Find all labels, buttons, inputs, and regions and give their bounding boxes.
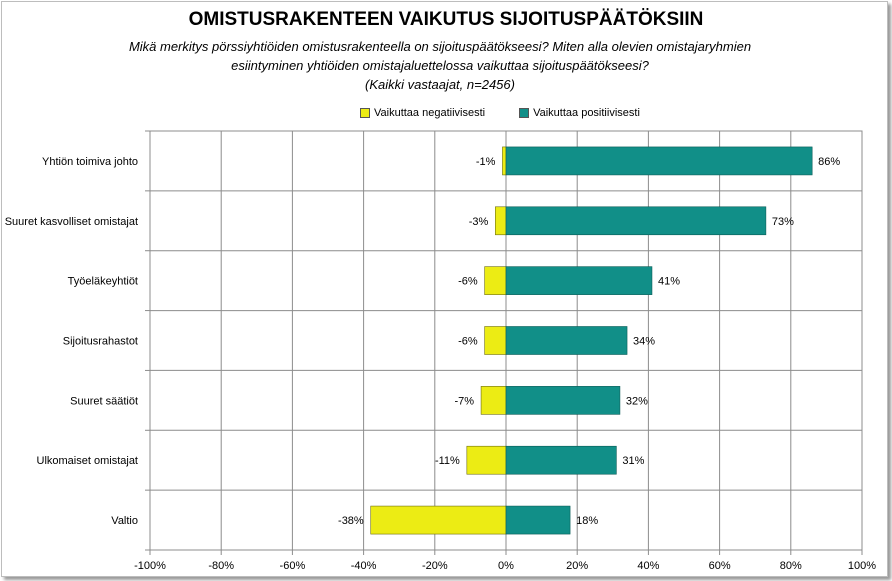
legend-label: Vaikuttaa positiivisesti bbox=[533, 107, 640, 119]
x-tick-label: -80% bbox=[208, 560, 234, 572]
bar-negative bbox=[495, 206, 507, 236]
chart-title: OMISTUSRAKENTEEN VAIKUTUS SIJOITUSPÄÄTÖK… bbox=[188, 9, 704, 30]
data-label-positive: 73% bbox=[772, 216, 794, 228]
data-label-positive: 34% bbox=[633, 336, 655, 348]
x-tick-label: 20% bbox=[566, 560, 588, 572]
category-label: Suuret kasvolliset omistajat bbox=[5, 216, 138, 228]
data-label-negative: -6% bbox=[458, 336, 478, 348]
legend-swatch-negative bbox=[360, 108, 370, 118]
legend-item-positive: Vaikuttaa positiivisesti bbox=[519, 107, 640, 119]
bar-positive bbox=[505, 505, 571, 535]
category-label: Sijoitusrahastot bbox=[63, 336, 138, 348]
x-tick-label: 100% bbox=[848, 560, 876, 572]
bar-positive bbox=[505, 146, 813, 176]
x-tick-label: 80% bbox=[780, 560, 802, 572]
bar-positive bbox=[505, 326, 628, 355]
subtitle-line: (Kaikki vastaajat, n=2456) bbox=[365, 77, 515, 92]
data-label-negative: -6% bbox=[458, 276, 478, 288]
legend-item-negative: Vaikuttaa negatiivisesti bbox=[360, 107, 485, 119]
category-label: Työeläkeyhtiöt bbox=[68, 276, 138, 288]
data-label-positive: 86% bbox=[818, 156, 840, 168]
data-label-negative: -38% bbox=[338, 515, 364, 527]
data-label-negative: -3% bbox=[469, 216, 489, 228]
bar-negative bbox=[502, 146, 507, 176]
chart-subtitle: Mikä merkitys pörssiyhtiöiden omistusrak… bbox=[90, 37, 790, 94]
data-label-negative: -7% bbox=[455, 395, 475, 407]
category-label: Suuret säätiöt bbox=[70, 395, 138, 407]
x-tick-label: -40% bbox=[351, 560, 377, 572]
legend-label: Vaikuttaa negatiivisesti bbox=[374, 107, 486, 119]
bar-negative bbox=[370, 505, 507, 535]
bar-negative bbox=[484, 326, 507, 355]
subtitle-line: Mikä merkitys pörssiyhtiöiden omistusrak… bbox=[128, 39, 752, 54]
x-tick-label: 60% bbox=[709, 560, 731, 572]
data-label-positive: 32% bbox=[626, 395, 648, 407]
bar-negative bbox=[484, 266, 507, 295]
x-tick-label: 40% bbox=[637, 560, 659, 572]
category-label: Valtio bbox=[111, 515, 138, 527]
x-tick-label: -100% bbox=[134, 560, 166, 572]
subtitle-line: esiintyminen yhtiöiden omistajaluettelos… bbox=[231, 58, 649, 73]
bar-negative bbox=[466, 445, 507, 475]
data-label-positive: 18% bbox=[576, 515, 598, 527]
bar-positive bbox=[505, 266, 653, 295]
x-tick-label: 0% bbox=[498, 560, 514, 572]
category-label: Ulkomaiset omistajat bbox=[37, 455, 138, 467]
bar-positive bbox=[505, 206, 767, 236]
bar-negative bbox=[480, 386, 507, 415]
chart-legend: Vaikuttaa negatiivisesti Vaikuttaa posit… bbox=[360, 107, 640, 119]
x-tick-label: -20% bbox=[422, 560, 448, 572]
x-tick-label: -60% bbox=[280, 560, 306, 572]
data-label-negative: -11% bbox=[435, 455, 460, 467]
data-label-positive: 41% bbox=[658, 276, 680, 288]
bar-positive bbox=[505, 445, 617, 475]
legend-swatch-positive bbox=[519, 108, 530, 118]
data-label-negative: -1% bbox=[476, 156, 496, 168]
category-label: Yhtiön toimiva johto bbox=[42, 156, 138, 168]
bar-positive bbox=[505, 386, 621, 415]
data-label-positive: 31% bbox=[622, 455, 644, 467]
